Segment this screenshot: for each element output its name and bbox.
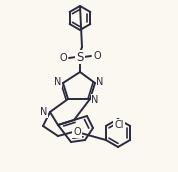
Text: Cl: Cl <box>114 120 124 130</box>
Text: O: O <box>73 127 81 137</box>
Text: N: N <box>91 95 99 105</box>
Text: S: S <box>76 51 84 63</box>
Text: O: O <box>93 51 101 61</box>
Text: N: N <box>54 77 62 87</box>
Text: O: O <box>59 53 67 63</box>
Text: N: N <box>40 107 48 117</box>
Text: N: N <box>96 77 104 87</box>
